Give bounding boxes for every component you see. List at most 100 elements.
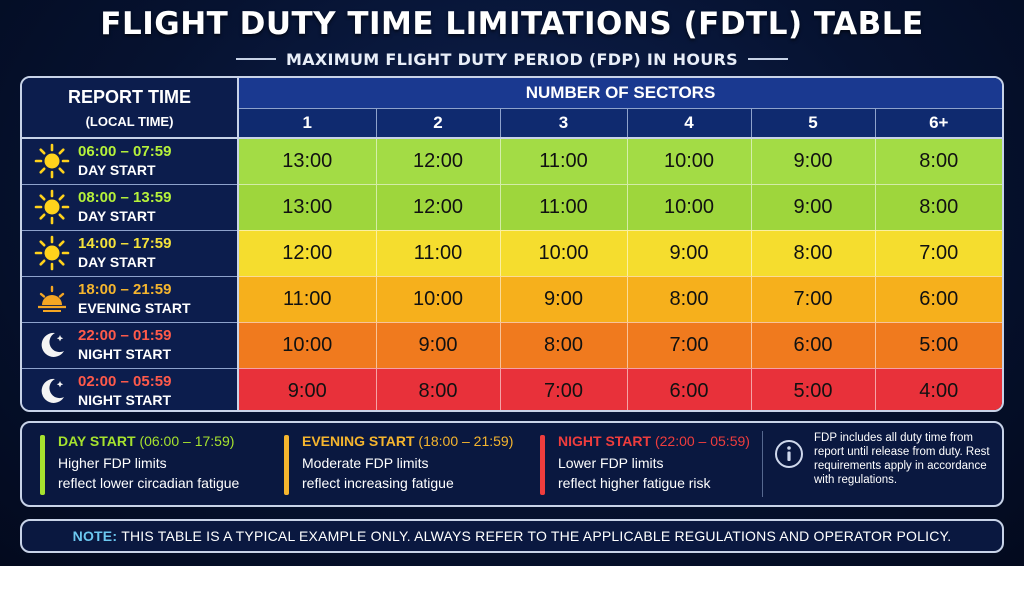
table-body: 06:00 – 07:59 DAY START 13:00 12:00 11:00 10:…	[22, 138, 1002, 410]
fdp-value-cell: 5:00	[750, 368, 875, 410]
legend-divider	[762, 431, 763, 497]
report-time-label: REPORT TIME	[67, 86, 191, 107]
time-range: 06:00 – 07:59	[78, 143, 172, 161]
legend-line: reflect lower circadian fatigue	[58, 475, 240, 491]
sector-column-header: 6+	[874, 108, 1002, 139]
legend-line: Moderate FDP limits	[302, 455, 429, 471]
fdp-value-cell: 10:00	[375, 276, 500, 323]
legend-title: DAY START (06:00 – 17:59)	[58, 433, 235, 449]
fdp-value-cell: 11:00	[499, 184, 627, 231]
sun-icon	[34, 143, 70, 179]
table-row: 18:00 – 21:59 EVENING START 11:00 10:00 9:00…	[22, 276, 1002, 323]
table-row: 02:00 – 05:59 NIGHT START 9:00 8:00 7:00 6:00…	[22, 368, 1002, 410]
time-range: 14:00 – 17:59	[78, 235, 172, 252]
fdp-value-cell: 13:00	[238, 138, 376, 185]
sun-icon	[34, 189, 70, 225]
fdp-value-cell: 11:00	[375, 230, 500, 277]
sector-column-header: 4	[626, 108, 751, 139]
fdp-value-cell: 6:00	[750, 322, 875, 369]
table-row: 14:00 – 17:59 DAY START 12:00 11:00 10:00 9:0…	[22, 230, 1002, 277]
fdp-value-cell: 6:00	[626, 368, 751, 410]
note-label: NOTE:	[72, 528, 118, 544]
fdtl-poster: FLIGHT DUTY TIME LIMITATIONS (FDTL) TABL…	[0, 0, 1024, 566]
fdp-value-cell: 12:00	[238, 230, 376, 277]
fdp-value-cell: 9:00	[750, 184, 875, 231]
sectors-header: NUMBER OF SECTORS	[238, 78, 1002, 109]
report-time-cell: 18:00 – 21:59 EVENING START	[22, 276, 239, 323]
local-time-label: (LOCAL TIME)	[85, 113, 174, 129]
fdp-value-cell: 7:00	[626, 322, 751, 369]
note-text: THIS TABLE IS A TYPICAL EXAMPLE ONLY. AL…	[121, 528, 952, 544]
table-row: 08:00 – 13:59 DAY START 13:00 12:00 11:00 10:…	[22, 184, 1002, 231]
fdp-value-cell: 4:00	[874, 368, 1002, 410]
time-range: 18:00 – 21:59	[78, 281, 172, 298]
time-range: 02:00 – 05:59	[78, 373, 172, 390]
fdp-value-cell: 12:00	[375, 184, 500, 231]
page-title: FLIGHT DUTY TIME LIMITATIONS (FDTL) TABL…	[100, 6, 924, 42]
report-time-cell: 08:00 – 13:59 DAY START	[22, 184, 239, 231]
moon-icon	[41, 378, 64, 403]
fdp-value-cell: 8:00	[874, 184, 1002, 231]
sector-column-header: 3	[499, 108, 627, 139]
fdp-value-cell: 9:00	[626, 230, 751, 277]
fdp-value-cell: 8:00	[626, 276, 751, 323]
sector-column-header: 5	[750, 108, 875, 139]
report-time-cell: 02:00 – 05:59 NIGHT START	[22, 368, 239, 410]
fdtl-table-container: REPORT TIME (LOCAL TIME) NUMBER OF SECTO…	[20, 76, 1004, 412]
info-icon	[775, 440, 803, 468]
fdp-value-cell: 11:00	[238, 276, 376, 323]
subtitle-rule-right	[748, 58, 788, 60]
fdtl-table: REPORT TIME (LOCAL TIME) NUMBER OF SECTO…	[22, 78, 1002, 410]
fdp-value-cell: 10:00	[626, 184, 751, 231]
fdp-value-cell: 8:00	[874, 138, 1002, 185]
fdp-value-cell: 6:00	[874, 276, 1002, 323]
fdp-value-cell: 5:00	[874, 322, 1002, 369]
legend-line: Higher FDP limits	[58, 455, 167, 471]
legend-panel: DAY START (06:00 – 17:59) Higher FDP limi…	[20, 421, 1004, 507]
fdp-value-cell: 8:00	[499, 322, 627, 369]
legend-color-bar	[40, 435, 45, 495]
fdp-value-cell: 9:00	[375, 322, 500, 369]
start-label: NIGHT START	[78, 346, 172, 362]
legend-color-bar	[540, 435, 545, 495]
start-label: NIGHT START	[78, 392, 172, 408]
legend-line: Lower FDP limits	[558, 455, 664, 471]
moon-icon	[41, 332, 64, 357]
note-line: NOTE: THIS TABLE IS A TYPICAL EXAMPLE ONL…	[73, 528, 952, 544]
fdp-value-cell: 10:00	[238, 322, 376, 369]
fdp-value-cell: 10:00	[626, 138, 751, 185]
report-time-cell: 14:00 – 17:59 DAY START	[22, 230, 239, 277]
fdp-value-cell: 11:00	[499, 138, 627, 185]
table-row: 06:00 – 07:59 DAY START 13:00 12:00 11:00 10:…	[22, 138, 1002, 185]
start-label: DAY START	[78, 208, 156, 224]
table-row: 22:00 – 01:59 NIGHT START 10:00 9:00 8:00 7:0…	[22, 322, 1002, 369]
fdp-value-cell: 8:00	[750, 230, 875, 277]
note-panel: NOTE: THIS TABLE IS A TYPICAL EXAMPLE ONL…	[20, 519, 1004, 553]
fdp-value-cell: 7:00	[874, 230, 1002, 277]
fdp-value-cell: 10:00	[499, 230, 627, 277]
report-time-cell: 06:00 – 07:59 DAY START	[22, 138, 239, 185]
legend-color-bar	[284, 435, 289, 495]
start-label: DAY START	[78, 162, 156, 179]
legend-line: reflect increasing fatigue	[302, 475, 454, 491]
fdp-value-cell: 9:00	[750, 138, 875, 185]
subtitle-row: MAXIMUM FLIGHT DUTY PERIOD (FDP) IN HOUR…	[0, 48, 1024, 70]
time-range: 22:00 – 01:59	[78, 327, 172, 344]
fdp-value-cell: 9:00	[499, 276, 627, 323]
fdp-value-cell: 12:00	[375, 138, 500, 185]
fdp-value-cell: 9:00	[238, 368, 376, 410]
legend-title: EVENING START (18:00 – 21:59)	[302, 433, 514, 449]
fdp-value-cell: 7:00	[750, 276, 875, 323]
sector-number-row: 1 2 3 4 5 6+	[22, 108, 1002, 139]
time-range: 08:00 – 13:59	[78, 189, 172, 206]
sunset-icon	[38, 285, 66, 312]
legend-line: reflect higher fatigue risk	[558, 475, 711, 491]
start-label: DAY START	[78, 254, 156, 270]
page-subtitle: MAXIMUM FLIGHT DUTY PERIOD (FDP) IN HOUR…	[286, 49, 738, 69]
legend-title: NIGHT START (22:00 – 05:59)	[558, 433, 750, 449]
fdp-value-cell: 13:00	[238, 184, 376, 231]
sun-icon	[34, 235, 70, 271]
fdp-value-cell: 7:00	[499, 368, 627, 410]
subtitle-rule-left	[236, 58, 276, 60]
report-time-cell: 22:00 – 01:59 NIGHT START	[22, 322, 239, 369]
